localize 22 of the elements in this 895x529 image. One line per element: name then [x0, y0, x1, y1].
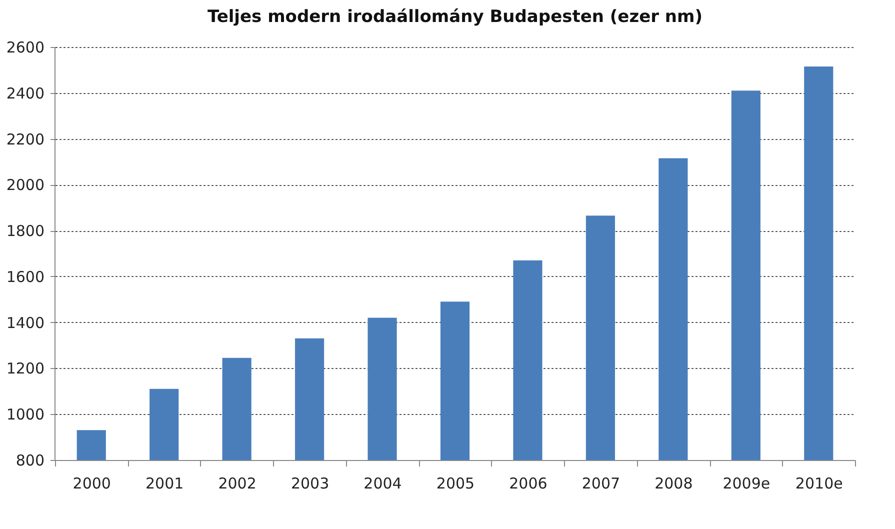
y-tick-label: 1400 [6, 314, 44, 332]
x-tick-label: 2006 [509, 474, 548, 492]
x-tick-label: 2005 [436, 474, 475, 492]
y-tick-label: 2400 [6, 84, 44, 102]
y-tick-label: 2600 [6, 38, 44, 56]
x-tick-label: 2004 [364, 474, 402, 492]
chart-title: Teljes modern irodaállomány Budapesten (ezer nm) [207, 7, 703, 27]
y-tick-label: 800 [16, 452, 44, 470]
y-tick-label: 2000 [6, 176, 44, 194]
x-tick-label: 2010e [795, 474, 843, 492]
y-tick-label: 1000 [6, 406, 44, 424]
x-tick-label: 2007 [582, 474, 620, 492]
y-tick-label: 1200 [6, 360, 44, 378]
x-tick-label: 2008 [654, 474, 693, 492]
x-tick-label: 2003 [290, 474, 330, 492]
x-tick-label: 2002 [218, 474, 256, 492]
y-tick-label: 1800 [6, 222, 44, 240]
x-tick-label: 2009e [722, 474, 770, 492]
y-tick-label: 2200 [6, 130, 44, 148]
y-tick-label: 1600 [6, 268, 44, 286]
x-tick-label: 2001 [145, 474, 184, 492]
x-tick-label: 2000 [72, 474, 111, 492]
